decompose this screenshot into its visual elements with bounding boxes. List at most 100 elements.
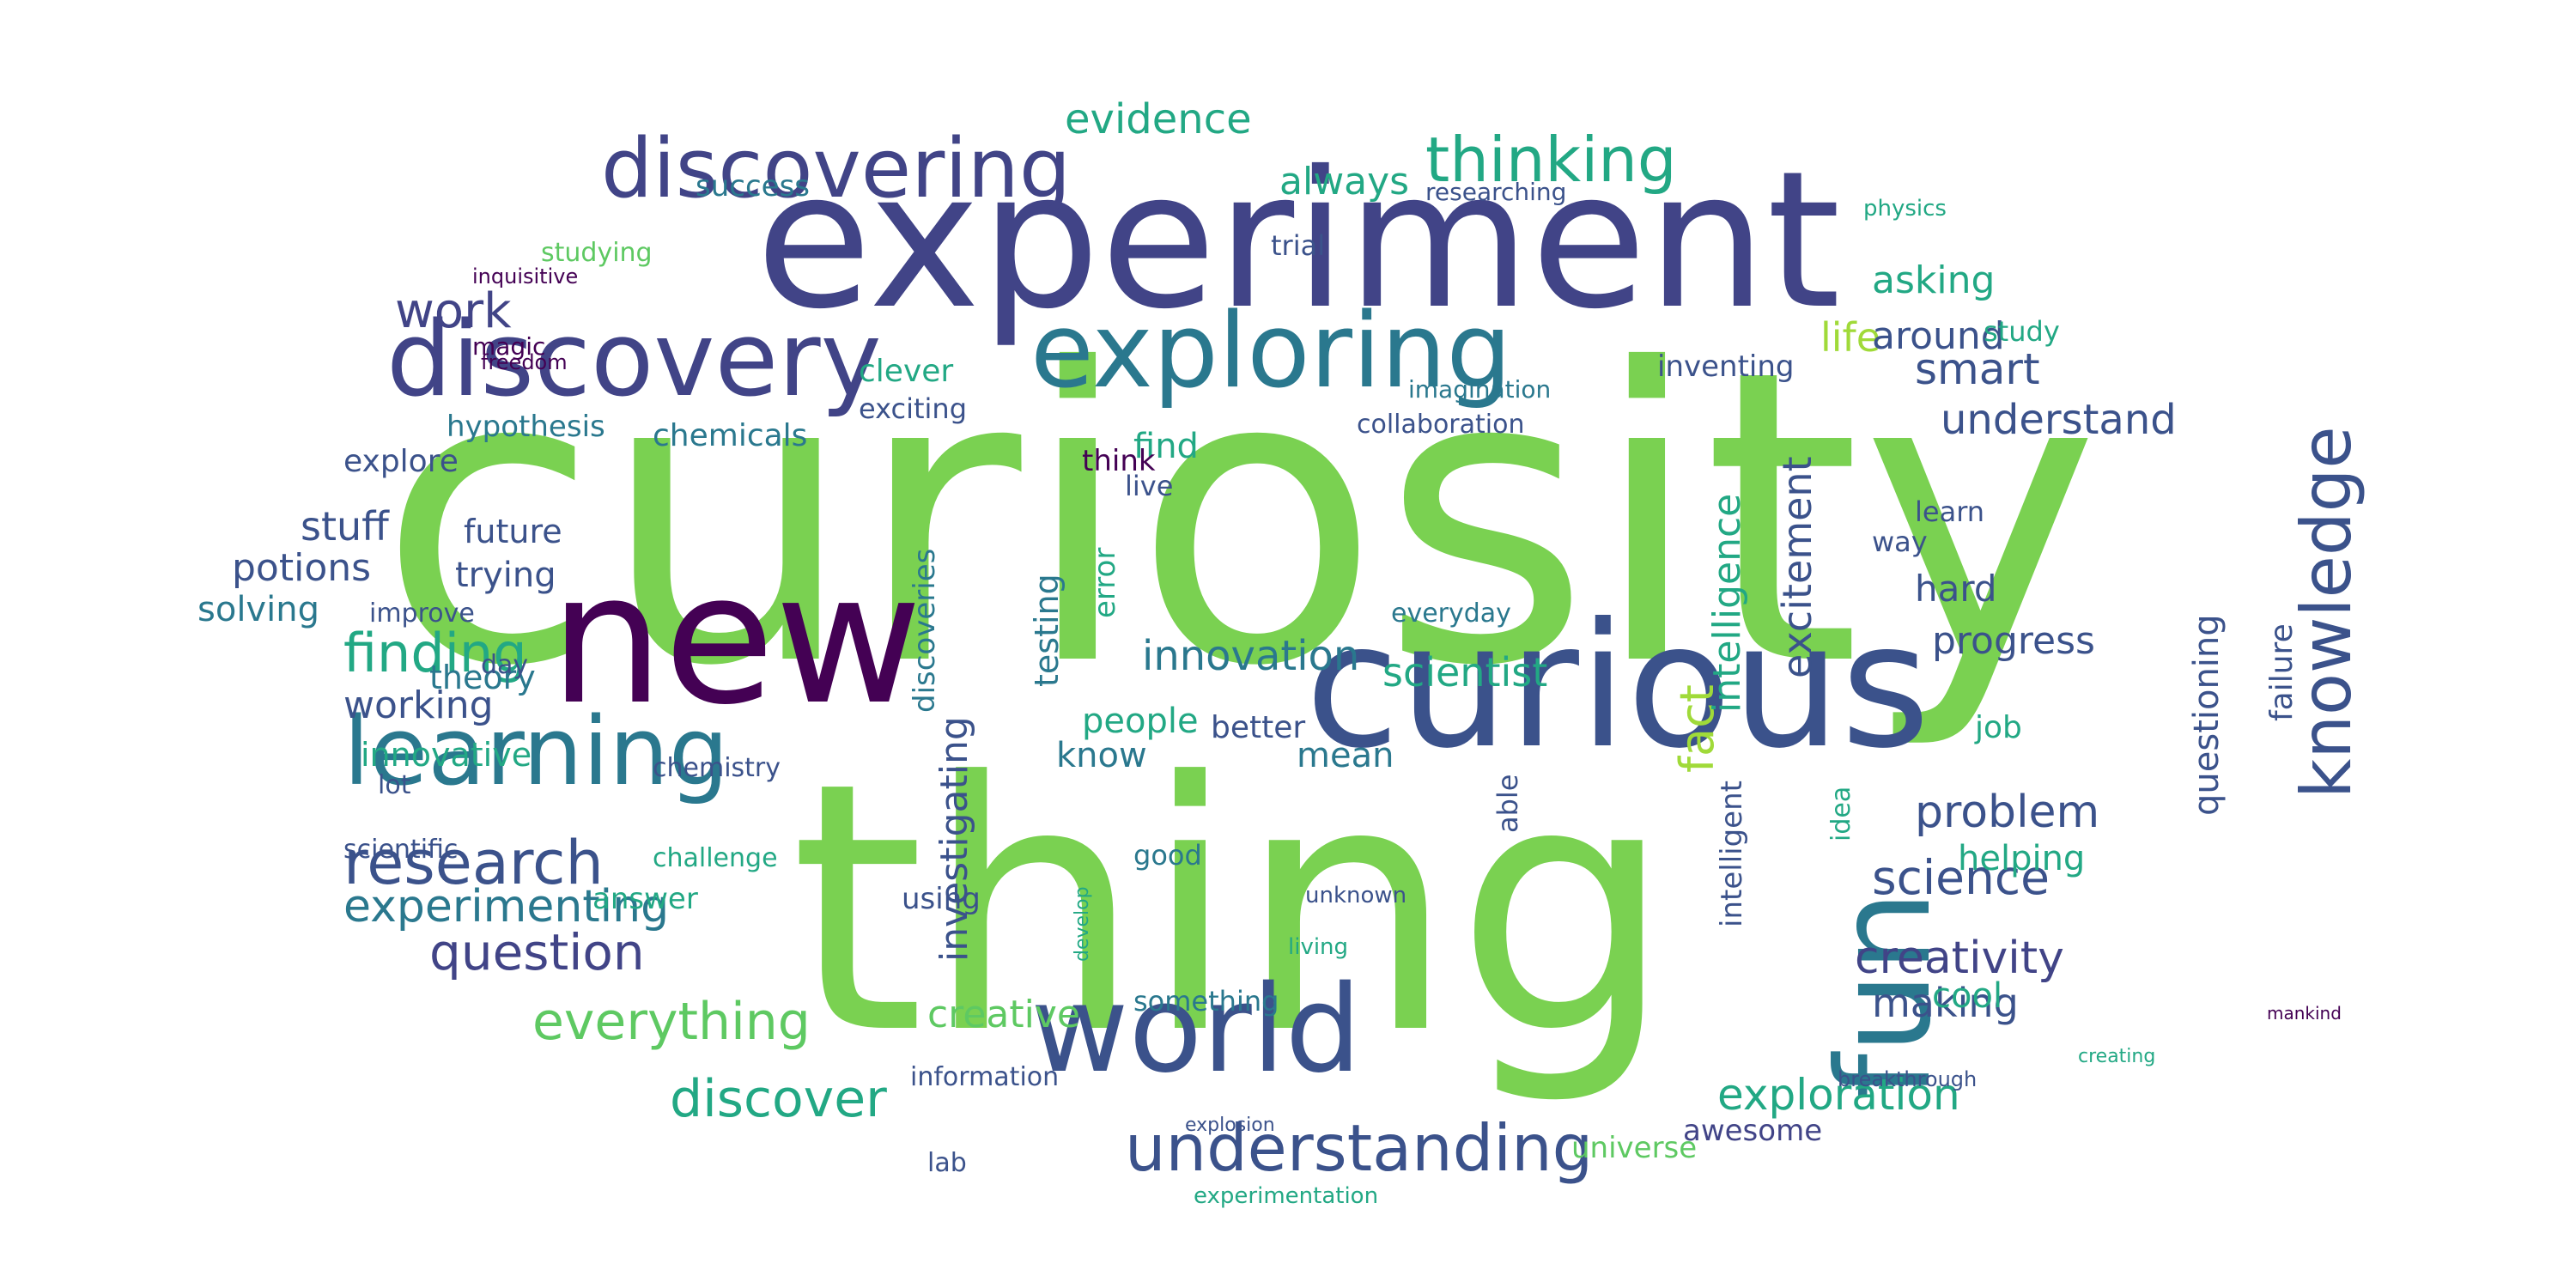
word-cloud-word: evidence xyxy=(1065,95,1252,143)
word-cloud-word: explore xyxy=(343,444,459,479)
word-cloud-word: progress xyxy=(1932,619,2095,663)
word-cloud-word: researching xyxy=(1425,178,1567,206)
word-cloud-word: everything xyxy=(532,992,811,1052)
word-cloud-word: chemistry xyxy=(653,753,781,783)
word-cloud-word: thing xyxy=(790,710,1674,1109)
word-cloud-word: scientific xyxy=(343,835,459,865)
word-cloud-word: potions xyxy=(232,546,372,590)
word-cloud-word: exploring xyxy=(1030,292,1512,411)
word-cloud-word: answer xyxy=(592,882,698,916)
word-cloud-word: collaboration xyxy=(1357,410,1525,440)
word-cloud-word: solving xyxy=(197,590,319,629)
word-cloud-word: thinking xyxy=(1425,124,1677,196)
word-cloud-word: error xyxy=(1088,547,1122,618)
word-cloud-word: lot xyxy=(378,770,411,800)
word-cloud-word: better xyxy=(1211,710,1306,745)
word-cloud-word: discoveries xyxy=(908,548,942,713)
word-cloud-word: understand xyxy=(1941,396,2177,444)
word-cloud-word: hypothesis xyxy=(447,410,605,444)
word-cloud-word: exploration xyxy=(1717,1070,1960,1120)
word-cloud-word: new xyxy=(550,534,923,744)
word-cloud-word: learning xyxy=(343,696,729,806)
word-cloud-word: hard xyxy=(1915,568,1997,610)
word-cloud-word: discover xyxy=(670,1069,887,1129)
word-cloud-word: inventing xyxy=(1657,349,1795,384)
word-cloud-word: improve xyxy=(369,598,475,629)
word-cloud-word: magic xyxy=(472,332,546,361)
word-cloud-word: life xyxy=(1820,314,1881,361)
word-cloud-word: innovative xyxy=(361,736,532,774)
word-cloud-word: imagination xyxy=(1408,375,1552,404)
word-cloud-word: unknown xyxy=(1305,883,1407,908)
word-cloud-word: intelligence xyxy=(1705,493,1749,713)
word-cloud-word: success xyxy=(696,169,810,204)
word-cloud-word: clever xyxy=(859,354,954,389)
word-cloud-word: curious xyxy=(1305,586,1930,787)
word-cloud-word: study xyxy=(1984,315,2060,348)
word-cloud-word: studying xyxy=(541,238,653,268)
word-cloud-word: discovery xyxy=(386,301,882,420)
word-cloud-word: freedom xyxy=(481,350,568,374)
word-cloud-word: smart xyxy=(1915,344,2040,394)
word-cloud-word: investigating xyxy=(933,716,976,962)
word-cloud-word: chemicals xyxy=(653,418,808,453)
word-cloud-word: helping xyxy=(1958,839,2086,878)
word-cloud-word: explosion xyxy=(1185,1115,1275,1136)
word-cloud-word: creating xyxy=(2078,1046,2156,1067)
word-cloud-word: experimenting xyxy=(343,881,670,933)
word-cloud-word: exciting xyxy=(859,392,968,425)
word-cloud-word: experiment xyxy=(756,131,1841,350)
word-cloud-word: intelligent xyxy=(1715,781,1749,927)
word-cloud-word: mankind xyxy=(2267,1003,2342,1024)
word-cloud-word: understanding xyxy=(1125,1110,1594,1186)
word-cloud-word: future xyxy=(464,513,562,550)
word-cloud-word: question xyxy=(429,923,645,981)
word-cloud-word: awesome xyxy=(1683,1114,1823,1148)
word-cloud-word: challenge xyxy=(653,843,778,873)
word-cloud-word: finding xyxy=(343,622,527,684)
word-cloud-word: working xyxy=(343,683,494,727)
word-cloud-word: creative xyxy=(927,993,1080,1036)
word-cloud-word: lab xyxy=(927,1148,967,1178)
word-cloud-word: able xyxy=(1492,774,1524,834)
word-cloud-word: breakthrough xyxy=(1838,1067,1978,1091)
word-cloud-word: find xyxy=(1133,427,1199,466)
word-cloud-word: work xyxy=(395,283,512,339)
word-cloud-word: physics xyxy=(1863,196,1947,222)
word-cloud-word: always xyxy=(1279,160,1410,204)
word-cloud-word: theory xyxy=(429,659,536,696)
word-cloud-word: problem xyxy=(1915,787,2100,838)
word-cloud-word: live xyxy=(1125,470,1174,502)
word-cloud-word: something xyxy=(1133,985,1279,1018)
word-cloud-word: creativity xyxy=(1855,933,2064,984)
word-cloud-word: stuff xyxy=(301,503,389,550)
word-cloud-word: learn xyxy=(1915,495,1985,528)
word-cloud-word: inquisitive xyxy=(472,264,579,289)
word-cloud-word: living xyxy=(1288,934,1349,960)
word-cloud-word: knowledge xyxy=(2287,426,2366,799)
word-cloud-word: good xyxy=(1133,839,1202,872)
word-cloud-word: testing xyxy=(1028,574,1066,687)
word-cloud-word: failure xyxy=(2264,623,2300,721)
word-cloud-word: job xyxy=(1975,710,2022,745)
word-cloud-word: around xyxy=(1872,314,2005,358)
word-cloud-word: people xyxy=(1082,702,1199,741)
word-cloud-word: idea xyxy=(1826,786,1856,841)
word-cloud-word: questioning xyxy=(2187,614,2227,816)
word-cloud-word: everyday xyxy=(1391,598,1511,629)
word-cloud-word: trial xyxy=(1271,229,1326,262)
word-cloud-word: day xyxy=(481,650,529,680)
word-cloud-word: think xyxy=(1082,444,1156,478)
word-cloud-word: excitement xyxy=(1774,456,1820,678)
word-cloud-word: experimentation xyxy=(1194,1183,1379,1209)
word-cloud-word: innovation xyxy=(1142,632,1360,680)
word-cloud-word: world xyxy=(1030,960,1362,1100)
word-cloud-word: using xyxy=(902,882,981,916)
word-cloud-word: curiosity xyxy=(378,284,2100,754)
word-cloud-word: making xyxy=(1872,980,2019,1026)
word-cloud-word: science xyxy=(1872,850,2050,905)
word-cloud-word: trying xyxy=(455,556,556,595)
word-cloud-word: discovering xyxy=(601,122,1072,216)
word-cloud-word: mean xyxy=(1297,736,1394,775)
